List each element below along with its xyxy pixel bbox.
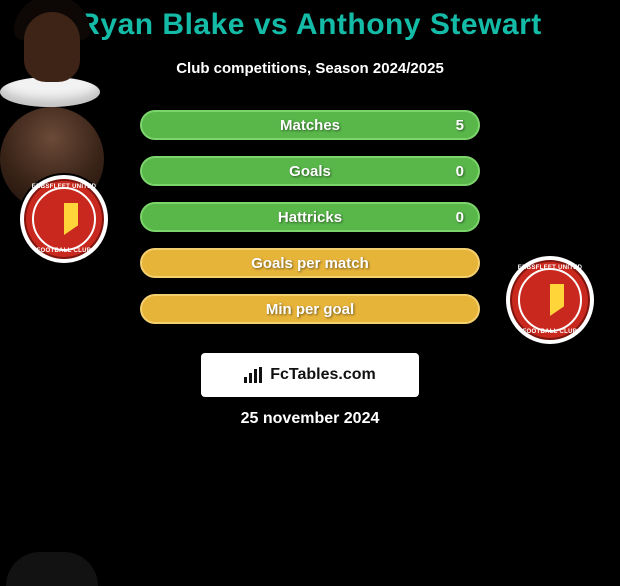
- stat-label: Matches: [142, 117, 478, 134]
- stat-label: Min per goal: [142, 301, 478, 318]
- stat-pill: Hattricks0: [140, 202, 480, 232]
- stat-value: 5: [456, 117, 464, 134]
- stat-row: Goals0: [0, 156, 620, 202]
- stat-label: Goals per match: [142, 255, 478, 272]
- branding-text: FcTables.com: [270, 366, 376, 384]
- comparison-subtitle: Club competitions, Season 2024/2025: [0, 60, 620, 77]
- comparison-title: Ryan Blake vs Anthony Stewart: [0, 0, 620, 42]
- stat-pill: Matches5: [140, 110, 480, 140]
- stat-value: 0: [456, 163, 464, 180]
- stat-pill: Goals per match: [140, 248, 480, 278]
- stats-list: Matches5Goals0Hattricks0Goals per matchM…: [0, 110, 620, 340]
- stat-row: Min per goal: [0, 294, 620, 340]
- stat-row: Hattricks0: [0, 202, 620, 248]
- stat-label: Goals: [142, 163, 478, 180]
- chart-icon: [244, 367, 264, 383]
- stat-row: Matches5: [0, 110, 620, 156]
- stat-pill: Min per goal: [140, 294, 480, 324]
- stat-pill: Goals0: [140, 156, 480, 186]
- branding-box: FcTables.com: [201, 353, 419, 397]
- stat-value: 0: [456, 209, 464, 226]
- stat-label: Hattricks: [142, 209, 478, 226]
- stat-row: Goals per match: [0, 248, 620, 294]
- date-label: 25 november 2024: [0, 410, 620, 428]
